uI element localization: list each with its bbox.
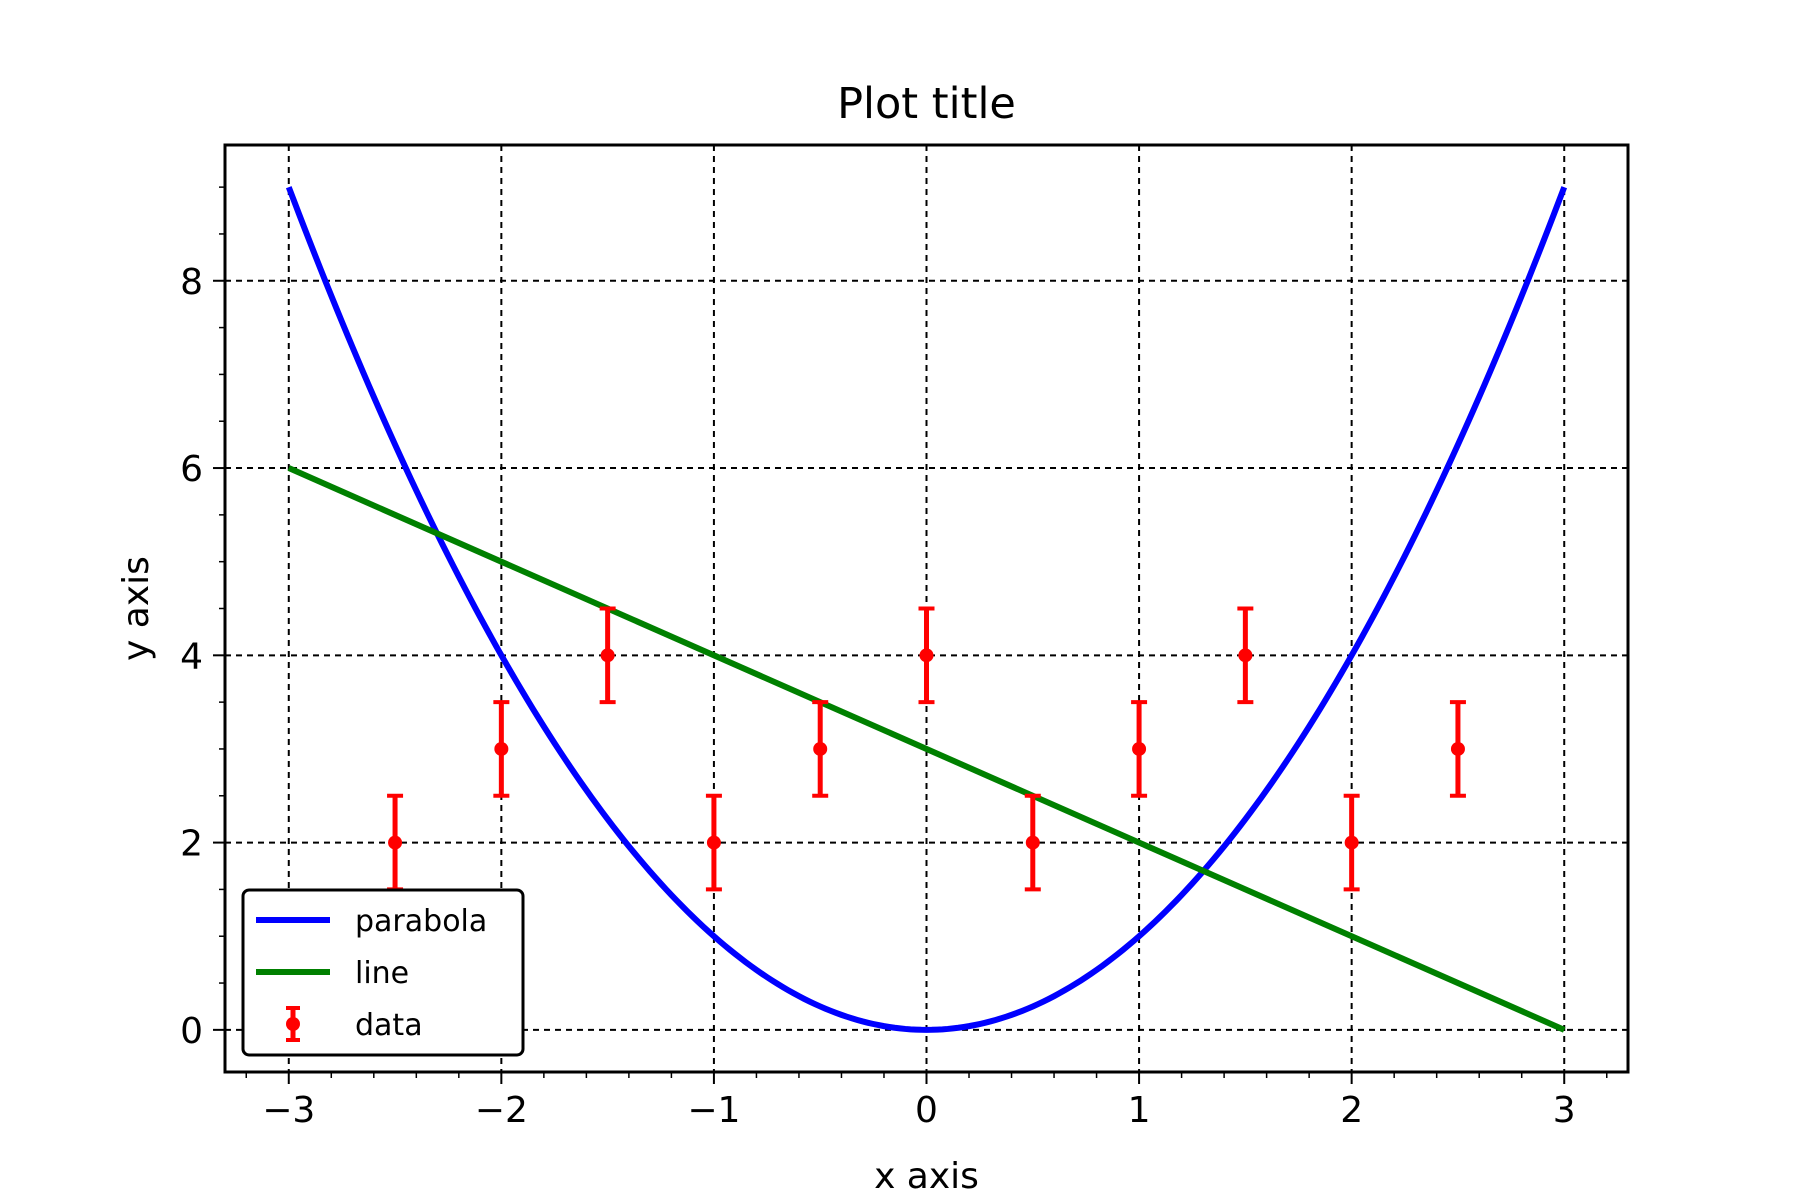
x-tick-label: −2 (475, 1090, 528, 1131)
data-marker (1450, 741, 1465, 756)
legend-swatch-marker (286, 1017, 300, 1031)
data-marker (1238, 648, 1253, 663)
series-layer (285, 186, 1568, 1033)
x-tick-label: −1 (687, 1090, 740, 1131)
ticks-layer: −3 −2 −1 0 1 2 3 0 2 4 6 8 (180, 186, 1608, 1131)
data-marker (919, 648, 934, 663)
data-marker (600, 648, 615, 663)
chart-title: Plot title (837, 79, 1016, 129)
data-marker (1344, 835, 1359, 850)
legend-entry-data: data (286, 1006, 423, 1043)
y-tick-label: 0 (180, 1011, 203, 1052)
x-tick-label: −3 (262, 1090, 315, 1131)
data-point (599, 606, 616, 705)
data-point (1131, 700, 1148, 798)
legend-label: line (355, 956, 409, 991)
x-tick-label: 1 (1128, 1090, 1151, 1131)
data-marker (494, 741, 509, 756)
x-axis-label: x axis (874, 1156, 979, 1197)
x-tick-label: 3 (1553, 1090, 1576, 1131)
y-tick-label: 4 (180, 636, 203, 677)
x-tick-label: 2 (1340, 1090, 1363, 1131)
legend-label: parabola (355, 904, 487, 939)
legend-label: data (355, 1008, 423, 1043)
series-data (387, 606, 1466, 892)
y-tick-label: 8 (180, 262, 203, 303)
data-point (1237, 606, 1254, 705)
data-point (493, 700, 510, 798)
legend-entry-line: line (256, 956, 409, 991)
data-point (1449, 700, 1466, 798)
data-marker (1132, 741, 1147, 756)
data-marker (388, 835, 403, 850)
data-point (918, 606, 935, 705)
data-point (1343, 793, 1360, 892)
data-point (1024, 793, 1041, 892)
data-marker (706, 835, 721, 850)
data-marker (813, 741, 828, 756)
data-point (705, 793, 722, 892)
legend-entry-parabola: parabola (256, 904, 487, 939)
y-tick-label: 2 (180, 824, 203, 865)
x-tick-label: 0 (915, 1090, 938, 1131)
legend: parabola line data (241, 888, 525, 1057)
data-marker (1025, 835, 1040, 850)
series-line (287, 465, 1566, 1033)
y-tick-label: 6 (180, 449, 203, 490)
y-axis-label: y axis (116, 556, 157, 661)
legend-frame (241, 888, 525, 1057)
series-parabola (285, 186, 1568, 1033)
data-point (812, 700, 829, 798)
